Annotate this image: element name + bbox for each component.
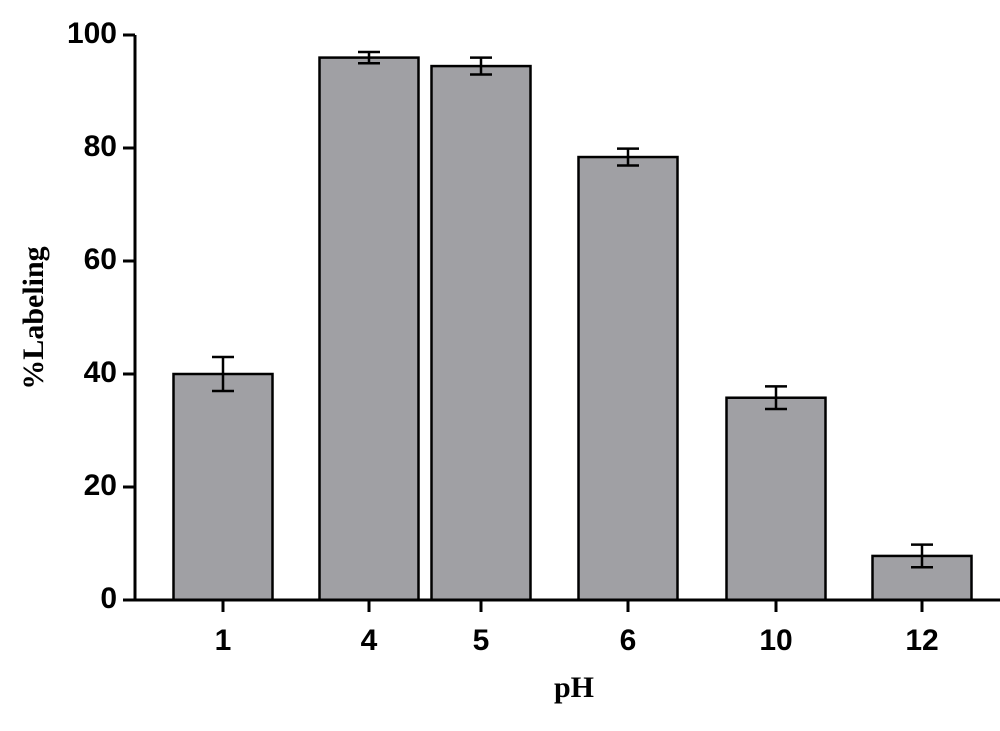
error-bar bbox=[212, 355, 234, 393]
y-tick-label: 20 bbox=[84, 469, 117, 502]
bar bbox=[725, 396, 827, 602]
bar bbox=[172, 372, 274, 602]
y-tick-label: 60 bbox=[84, 243, 117, 276]
y-axis-title: %Labeling bbox=[17, 246, 50, 389]
x-tick-label: 5 bbox=[473, 624, 490, 657]
x-axis-title: pH bbox=[554, 671, 594, 704]
y-tick-label: 0 bbox=[100, 582, 117, 615]
x-tick-label: 12 bbox=[905, 624, 938, 657]
error-bar bbox=[911, 543, 933, 569]
bar bbox=[318, 56, 420, 602]
error-bar bbox=[765, 385, 787, 411]
y-tick-label: 100 bbox=[67, 17, 117, 50]
x-tick-label: 1 bbox=[215, 624, 232, 657]
bar bbox=[577, 155, 679, 602]
error-bar bbox=[470, 56, 492, 76]
y-tick-label: 40 bbox=[84, 356, 117, 389]
y-tick-label: 80 bbox=[84, 130, 117, 163]
error-bar bbox=[617, 147, 639, 167]
x-tick-label: 4 bbox=[361, 624, 378, 657]
error-bar bbox=[358, 50, 380, 65]
x-tick-label: 6 bbox=[620, 624, 637, 657]
x-tick-label: 10 bbox=[759, 624, 792, 657]
bar bbox=[430, 64, 532, 602]
